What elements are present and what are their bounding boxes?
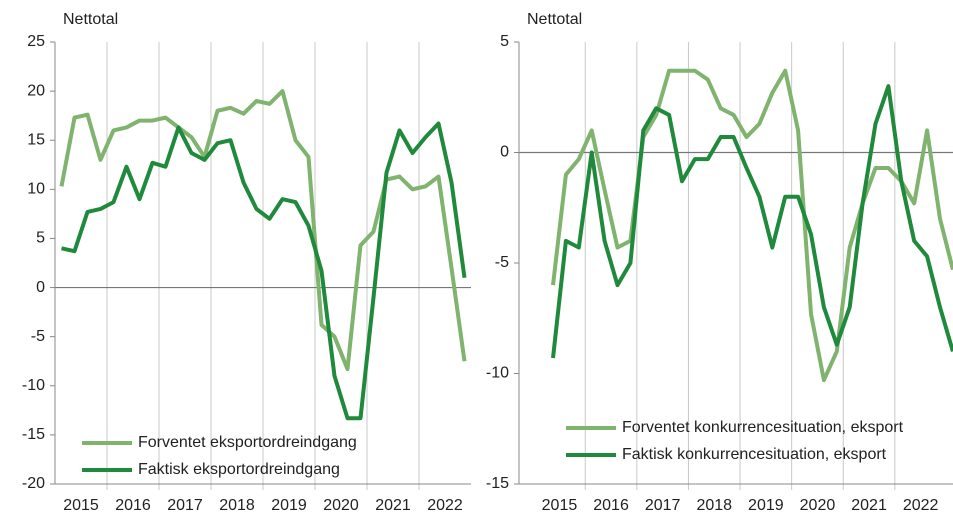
y-tick-label: -10 <box>22 377 45 394</box>
x-tick-label: 2019 <box>748 497 784 514</box>
y-tick-label: -15 <box>486 475 509 492</box>
series-line <box>61 121 467 421</box>
y-tick-label: 25 <box>27 33 45 50</box>
legend-label: Forventet konkurrencesituation, eksport <box>622 419 904 436</box>
series-line <box>551 68 953 383</box>
x-tick-label: 2017 <box>645 497 681 514</box>
x-tick-label: 2016 <box>115 497 151 514</box>
y-tick-label: -5 <box>495 254 509 271</box>
x-tick-label: 2020 <box>323 497 359 514</box>
x-tick-label: 2018 <box>696 497 732 514</box>
x-tick-label: 2020 <box>800 497 836 514</box>
legend-label: Forventet eksportordreindgang <box>138 434 357 451</box>
x-tick-label: 2018 <box>219 497 255 514</box>
x-tick-label: 2019 <box>271 497 307 514</box>
y-tick-label: -5 <box>31 328 45 345</box>
series-line <box>551 84 953 359</box>
y-tick-label: 15 <box>27 131 45 148</box>
x-tick-label: 2017 <box>167 497 203 514</box>
y-tick-label: -10 <box>486 365 509 382</box>
y-tick-label: 20 <box>27 82 45 99</box>
y-tick-label: 5 <box>500 33 509 50</box>
legend-label: Faktisk eksportordreindgang <box>138 461 340 478</box>
series-line <box>59 89 467 372</box>
x-tick-label: 2022 <box>427 497 463 514</box>
x-tick-label: 2016 <box>593 497 629 514</box>
x-tick-label: 2015 <box>542 497 578 514</box>
y-tick-label: 5 <box>36 230 45 247</box>
y-tick-label: -15 <box>22 426 45 443</box>
x-tick-label: 2021 <box>851 497 887 514</box>
y-tick-label: 10 <box>27 181 45 198</box>
y-tick-label: -20 <box>22 475 45 492</box>
x-tick-label: 2022 <box>903 497 939 514</box>
y-tick-label: 0 <box>36 279 45 296</box>
legend-label: Faktisk konkurrencesituation, eksport <box>622 446 887 463</box>
x-tick-label: 2021 <box>375 497 411 514</box>
y-axis-title: Nettotal <box>527 11 582 28</box>
x-tick-label: 2015 <box>63 497 99 514</box>
y-tick-label: 0 <box>500 144 509 161</box>
y-axis-title: Nettotal <box>63 11 118 28</box>
